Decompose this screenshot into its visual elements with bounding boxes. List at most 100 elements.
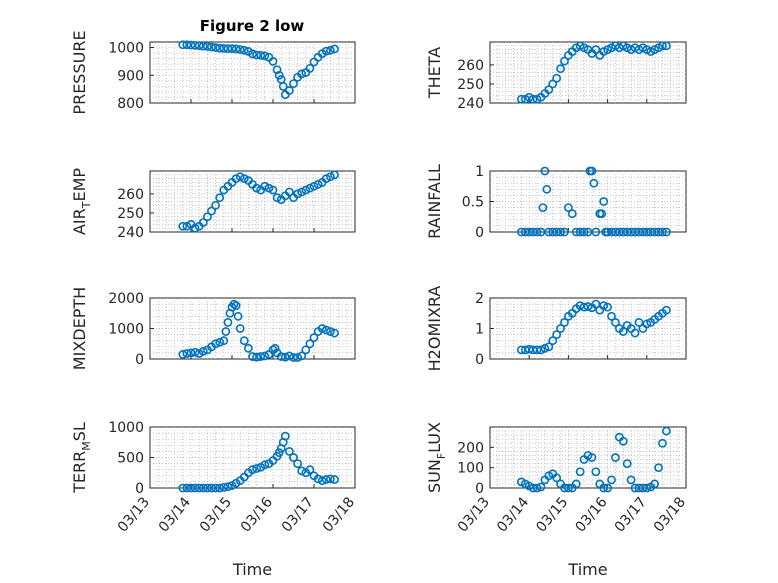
data-point [260, 460, 270, 470]
data-point [256, 352, 266, 361]
data-point [202, 212, 212, 222]
data-point [591, 299, 601, 309]
data-point [215, 43, 225, 53]
data-point [330, 475, 339, 484]
x-tick-label: 03/15 [533, 494, 571, 535]
data-point [252, 183, 261, 193]
data-point [194, 483, 204, 493]
data-point [583, 302, 593, 311]
data-point [564, 203, 573, 212]
data-point [567, 209, 577, 219]
data-point [219, 336, 229, 346]
data-point [223, 482, 233, 492]
y-tick-label: 0.5 [462, 195, 484, 211]
data-point [540, 166, 550, 176]
y-tick-label: 1000 [108, 322, 144, 338]
data-point [634, 317, 644, 327]
y-tick-label: 1 [475, 322, 484, 338]
x-tick-label: 03/14 [494, 494, 532, 535]
data-point [297, 187, 307, 197]
data-point [178, 483, 188, 493]
data-point [305, 63, 315, 73]
data-point [207, 42, 216, 52]
data-point [284, 187, 294, 197]
data-point [542, 184, 552, 194]
data-point [599, 483, 609, 493]
y-tick-label: 260 [457, 58, 484, 74]
data-point [289, 353, 298, 362]
x-tick-label: 03/13 [115, 494, 153, 535]
data-point [597, 209, 607, 219]
data-point [211, 339, 220, 349]
data-point [235, 324, 245, 333]
data-point [552, 73, 562, 83]
x-tick-label: 03/18 [651, 494, 689, 535]
data-point [611, 453, 620, 462]
data-point [607, 311, 616, 321]
panel-sun_flux: 0 100 200 03/13 03/14 03/15 03/16 03/17 03/18 Tim… [425, 422, 689, 579]
data-point [330, 44, 339, 54]
data-point [215, 483, 225, 493]
data-point [293, 353, 302, 362]
data-point [560, 317, 569, 327]
data-point [248, 49, 257, 59]
data-point [248, 465, 257, 475]
y-axis-label: SUNFLUX [425, 422, 448, 493]
data-point [274, 70, 284, 80]
data-point [219, 43, 229, 53]
y-tick-label: 1 [475, 164, 484, 180]
data-point [325, 327, 335, 336]
y-axis-label: TERRMSL [70, 422, 93, 494]
data-point [548, 336, 558, 346]
y-tick-label: 240 [117, 225, 144, 241]
data-point [313, 474, 323, 484]
data-point [223, 44, 233, 54]
data-point [611, 317, 620, 327]
data-point [330, 170, 339, 180]
data-point [211, 483, 220, 493]
y-tick-label: 0 [475, 352, 484, 368]
data-point [662, 426, 671, 436]
data-point [589, 178, 599, 188]
data-point [591, 227, 601, 237]
y-tick-label: 0 [475, 225, 484, 241]
data-point [243, 343, 253, 353]
data-point [215, 337, 225, 347]
data-point [256, 50, 266, 60]
data-point [532, 345, 542, 355]
data-point [540, 343, 550, 353]
data-point [599, 197, 609, 206]
data-point [235, 45, 245, 54]
x-tick-label: 03/16 [238, 494, 276, 535]
data-point [178, 40, 188, 50]
data-point [190, 40, 200, 50]
data-point [528, 94, 538, 104]
data-point [321, 46, 331, 56]
data-point [560, 56, 569, 66]
data-point [260, 351, 270, 361]
data-point [252, 352, 261, 362]
data-point [309, 333, 319, 343]
data-point [536, 345, 546, 355]
data-point [227, 44, 237, 54]
panel-terr_msl: 0 500 1000 03/13 03/14 03/15 03/16 03/17 03/18 Ti… [70, 420, 358, 579]
y-tick-label: 250 [117, 206, 144, 222]
data-point [207, 206, 216, 216]
data-point [284, 86, 294, 95]
y-tick-label: 500 [117, 451, 144, 467]
data-point [607, 475, 616, 485]
data-point [211, 43, 220, 52]
data-point [321, 325, 331, 335]
data-point [552, 473, 562, 483]
data-point [662, 305, 671, 315]
data-point [186, 40, 196, 50]
data-point [239, 174, 249, 184]
data-point [190, 483, 200, 493]
data-point [260, 51, 270, 61]
data-point [658, 227, 667, 237]
data-point [330, 328, 339, 338]
data-point [182, 40, 192, 50]
data-point [618, 327, 628, 336]
data-point [603, 302, 612, 312]
panel-theta: 240 250 260 THETA [425, 41, 687, 112]
